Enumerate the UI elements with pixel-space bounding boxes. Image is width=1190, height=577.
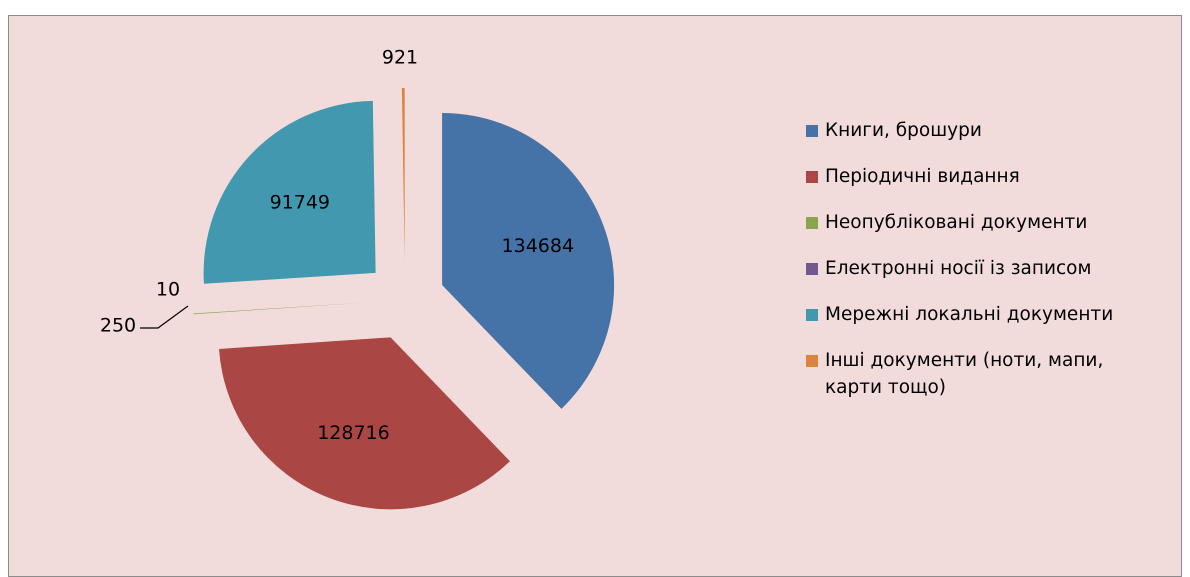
legend-item: Електронні носії із записом <box>806 255 1166 301</box>
legend-item: Інші документи (ноти, мапи, карти тощо) <box>806 347 1166 398</box>
legend-swatch <box>806 171 818 183</box>
legend-swatch <box>806 355 818 367</box>
pie-slice <box>442 113 615 409</box>
data-label: 10 <box>156 279 180 301</box>
legend-swatch <box>806 309 818 321</box>
data-label: 250 <box>100 315 136 337</box>
pie-slice <box>203 100 376 284</box>
legend-swatch <box>806 263 818 275</box>
data-label: 91749 <box>270 191 330 213</box>
pie-slice <box>193 302 366 314</box>
legend-item: Мережні локальні документи <box>806 301 1166 347</box>
legend-label: Мережні локальні документи <box>825 304 1114 325</box>
pie-slice <box>401 88 405 261</box>
legend-label: Інші документи (ноти, мапи, карти тощо) <box>825 350 1104 398</box>
data-label: 134684 <box>502 235 575 257</box>
legend-item: Періодичні видання <box>806 163 1166 209</box>
legend-swatch <box>806 217 818 229</box>
legend-swatch <box>806 125 818 137</box>
legend-label: Періодичні видання <box>825 166 1020 187</box>
legend-label: Неопубліковані документи <box>825 212 1088 233</box>
pie-slice <box>193 302 366 315</box>
leader-line <box>140 305 189 329</box>
pie-slice <box>219 337 510 510</box>
legend-label: Електронні носії із записом <box>825 258 1092 279</box>
legend-item: Книги, брошури <box>806 117 1166 163</box>
data-label: 128716 <box>317 422 390 444</box>
legend-item: Неопубліковані документи <box>806 209 1166 255</box>
data-label: 921 <box>382 47 418 69</box>
legend: Книги, брошури Періодичні видання Неопублі… <box>806 117 1166 398</box>
legend-label: Книги, брошури <box>825 120 982 141</box>
